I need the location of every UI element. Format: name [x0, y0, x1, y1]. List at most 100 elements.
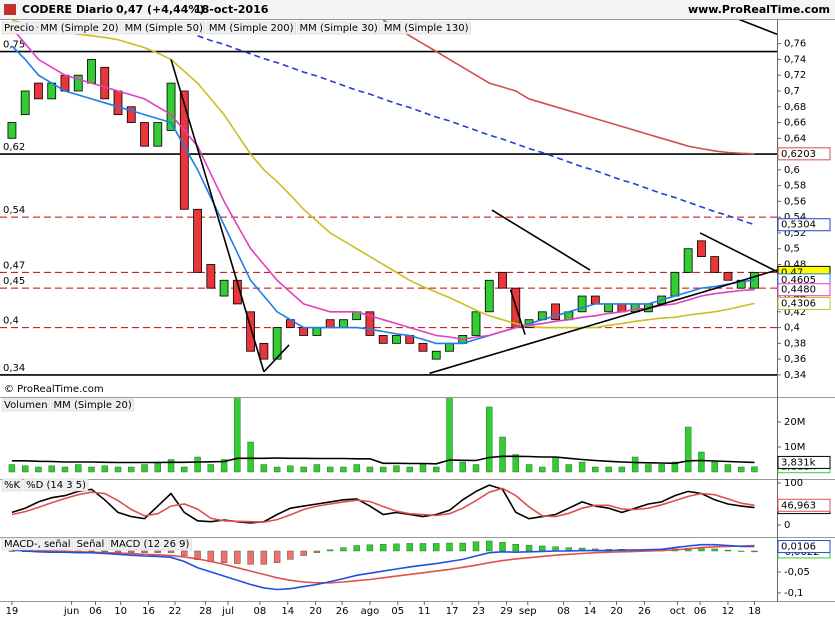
bar	[61, 466, 69, 473]
bar	[247, 550, 254, 565]
bar	[273, 466, 281, 473]
bar	[459, 542, 466, 552]
bar	[711, 548, 718, 552]
legend-entry: Precio	[4, 23, 34, 34]
candle	[498, 271, 507, 289]
bar	[260, 550, 268, 565]
bar	[194, 550, 201, 560]
candle	[206, 264, 216, 289]
x-tick-label: 26	[638, 606, 651, 617]
x-tick-label: 11	[418, 606, 431, 617]
series-line	[11, 27, 755, 341]
bar	[379, 466, 387, 473]
bar	[194, 456, 201, 473]
bar	[459, 461, 466, 473]
header-bar	[0, 0, 835, 19]
bar	[512, 544, 519, 552]
candle	[100, 66, 110, 100]
level-label: 0,34	[3, 363, 25, 374]
bar	[287, 550, 294, 560]
bar	[499, 541, 506, 552]
candle	[20, 90, 30, 116]
value-tag	[777, 540, 831, 554]
x-tick-label: 14	[584, 606, 597, 617]
bar	[247, 441, 254, 473]
trendline	[738, 20, 777, 35]
bar	[167, 459, 175, 473]
bar	[499, 436, 506, 473]
value-tag-label: 46,963	[781, 500, 816, 511]
x-tick-label: 14	[281, 606, 294, 617]
y-tick-label: 10M	[784, 442, 805, 453]
bar	[539, 466, 546, 473]
candle	[604, 303, 614, 313]
bar	[724, 549, 732, 552]
bar	[181, 550, 188, 556]
bar	[21, 465, 29, 473]
legend-box	[51, 398, 135, 412]
candle	[471, 311, 481, 336]
bar	[340, 466, 347, 473]
legend-box	[381, 21, 471, 35]
bar	[711, 461, 718, 473]
legend-entry: %K	[4, 480, 21, 491]
candle	[723, 271, 733, 281]
x-tick-label: 16	[142, 606, 155, 617]
x-tick-label: jun	[63, 606, 79, 617]
candle	[484, 279, 494, 313]
candle	[670, 271, 680, 297]
x-tick-label: 10	[114, 606, 127, 617]
bar	[141, 464, 148, 473]
series-line	[11, 543, 755, 591]
x-tick-label: 06	[694, 606, 707, 617]
bar	[592, 466, 599, 473]
series-line	[11, 455, 755, 465]
legend-box	[1, 537, 73, 551]
candle	[7, 122, 17, 139]
bar	[472, 541, 480, 552]
bar	[433, 466, 440, 473]
candle	[219, 279, 229, 297]
bar	[326, 549, 334, 552]
y-tick-label: 0,76	[784, 39, 806, 50]
bar	[35, 466, 42, 473]
bar	[207, 550, 215, 562]
bar	[605, 466, 612, 473]
candle	[325, 319, 335, 328]
legend-box	[1, 478, 23, 492]
legend-entry: MACD-, señal	[4, 539, 71, 550]
series-line	[11, 45, 755, 345]
bar	[512, 454, 519, 473]
bar	[48, 465, 55, 473]
y-tick-label: 0,7	[784, 86, 800, 97]
bar	[393, 465, 400, 473]
value-tag	[777, 455, 831, 469]
y-tick-label: -0,05	[784, 567, 810, 578]
candle	[272, 327, 282, 360]
x-tick-label: oct	[670, 606, 686, 617]
bar	[220, 459, 228, 473]
bar	[154, 550, 161, 553]
y-tick-label: 0,58	[784, 181, 806, 192]
bar	[114, 550, 122, 553]
x-tick-label: 28	[199, 606, 212, 617]
legend-box	[108, 537, 192, 551]
legend-entry: Volumen	[4, 400, 48, 411]
bar	[658, 464, 665, 473]
candle	[710, 256, 720, 273]
bar	[433, 543, 440, 552]
x-tick-label: 20	[309, 606, 322, 617]
bar	[287, 465, 294, 473]
legend-entry: %D (14 3 5)	[26, 480, 86, 491]
bar	[234, 550, 241, 564]
candle	[392, 335, 401, 344]
bar	[737, 466, 745, 473]
y-tick-label: 0,36	[784, 354, 806, 365]
x-tick-label: 29	[500, 606, 513, 617]
y-tick-label: 0,54	[784, 212, 806, 223]
x-tick-label: 22	[169, 606, 182, 617]
trendline	[509, 289, 526, 335]
candle	[34, 82, 43, 100]
bar	[313, 464, 321, 473]
x-tick-label: 12	[722, 606, 735, 617]
